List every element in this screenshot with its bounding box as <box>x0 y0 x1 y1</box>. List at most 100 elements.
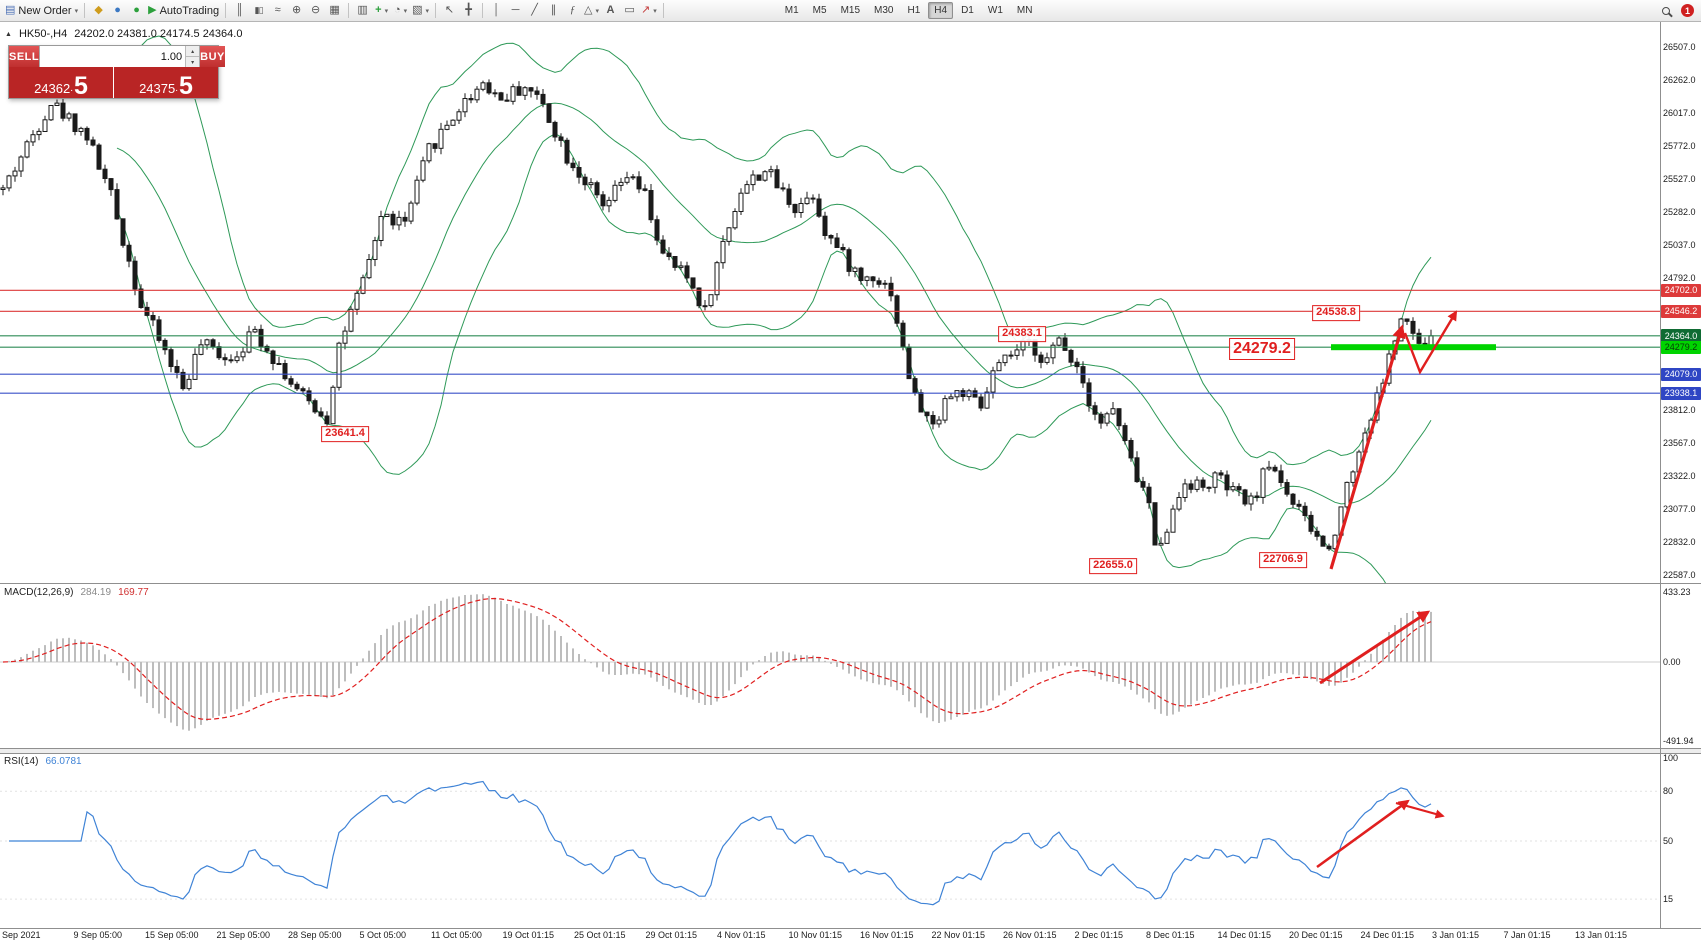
timeframe-h1[interactable]: H1 <box>907 5 921 16</box>
time-axis-label: 9 Sep 05:00 <box>73 930 123 940</box>
zoom-out-button[interactable]: ⊖ <box>306 2 325 20</box>
trendline-icon: ╱ <box>531 4 538 16</box>
timeframe-d1[interactable]: D1 <box>961 5 974 16</box>
price-axis-badge: 24702.0 <box>1661 283 1701 297</box>
price-label-annotation[interactable]: 22655.0 <box>1089 558 1137 574</box>
arrows-tool-button[interactable]: ↗ ▾ <box>639 2 659 20</box>
time-axis-label: 16 Nov 01:15 <box>860 930 914 940</box>
timeframe-h4[interactable]: H4 <box>928 2 954 19</box>
price-label-annotation[interactable]: 24279.2 <box>1229 338 1295 360</box>
rsi-indicator-label: RSI(14) 66.0781 <box>4 756 82 767</box>
new-order-button[interactable]: ▤ New Order ▾ <box>3 2 80 20</box>
ide-button[interactable]: ◆ <box>89 2 108 20</box>
price-label-annotation[interactable]: 24383.1 <box>998 326 1046 342</box>
time-axis-separator <box>0 928 1701 929</box>
horizontal-line-button[interactable]: ─ <box>506 2 525 20</box>
zoom-in-button[interactable]: ⊕ <box>287 2 306 20</box>
time-axis-label: 25 Oct 01:15 <box>574 930 626 940</box>
bar-chart-button[interactable]: ║ <box>230 2 249 20</box>
fibonacci-icon: ƒ <box>569 4 576 16</box>
timeframe-mn[interactable]: MN <box>1016 5 1033 16</box>
notification-badge[interactable]: 1 <box>1681 4 1694 17</box>
price-axis-label: 24792.0 <box>1663 273 1696 284</box>
collapse-icon[interactable]: ▲ <box>5 30 12 38</box>
sell-button[interactable]: SELL <box>9 46 40 67</box>
buy-price-main: 24375 <box>139 80 176 96</box>
rsi-axis-label: 80 <box>1663 786 1674 797</box>
cursor-button[interactable]: ↖ <box>440 2 459 20</box>
hammer-icon: ◆ <box>94 4 103 16</box>
line-chart-button[interactable]: ≈ <box>268 2 287 20</box>
macd-rsi-splitter[interactable] <box>0 748 1701 754</box>
time-axis-label: 20 Dec 01:15 <box>1289 930 1343 940</box>
arrow-tool-icon: ↗ <box>641 4 651 16</box>
price-axis-badge: 24279.2 <box>1661 340 1701 354</box>
toolbar-separator <box>662 3 664 18</box>
price-axis-label: 23567.0 <box>1663 438 1696 449</box>
shapes-button[interactable]: △ ▾ <box>582 2 601 20</box>
timeframe-m5[interactable]: M5 <box>812 5 827 16</box>
price-label-annotation[interactable]: 22706.9 <box>1259 552 1307 568</box>
community-button[interactable]: ● <box>108 2 127 20</box>
price-axis-badge: 24079.0 <box>1661 367 1701 381</box>
tile-windows-button[interactable]: ▦ <box>325 2 344 20</box>
volume-input[interactable] <box>40 46 186 67</box>
arrange-icon: ▥ <box>357 4 368 16</box>
rsi-name: RSI(14) <box>4 756 39 767</box>
chart-symbol-info: ▲ HK50-,H4 24202.0 24381.0 24174.5 24364… <box>5 28 242 40</box>
candle-chart-button[interactable]: ▮▯ <box>249 2 268 20</box>
search-button[interactable] <box>1656 2 1675 20</box>
buy-button[interactable]: BUY <box>200 46 225 67</box>
channel-button[interactable]: ∥ <box>544 2 563 20</box>
macd-value-main: 284.19 <box>80 587 112 598</box>
timeframe-m1[interactable]: M1 <box>784 5 799 16</box>
price-label-annotation[interactable]: 23641.4 <box>321 426 369 442</box>
text-tool-button[interactable]: A <box>601 2 620 20</box>
time-axis-label: 11 Oct 05:00 <box>431 930 482 940</box>
indicators-button[interactable]: + ▾ <box>372 2 391 20</box>
periods-button[interactable]: ◔ ▾ <box>391 2 410 20</box>
chevron-down-icon: ▾ <box>384 7 389 15</box>
volume-down-button[interactable]: ▾ <box>186 57 200 67</box>
price-label-annotation[interactable]: 24538.8 <box>1312 305 1360 321</box>
vertical-line-button[interactable]: │ <box>487 2 506 20</box>
timeframe-m30[interactable]: M30 <box>874 5 894 16</box>
horizontal-line-icon: ─ <box>511 4 520 16</box>
time-axis-label: 28 Sep 05:00 <box>288 930 342 940</box>
crosshair-button[interactable]: ╋ <box>459 2 478 20</box>
timeframe-w1[interactable]: W1 <box>987 5 1003 16</box>
trendline-button[interactable]: ╱ <box>525 2 544 20</box>
templates-button[interactable]: ▧ ▾ <box>410 2 431 20</box>
sell-price[interactable]: 24362. 5 <box>9 67 113 98</box>
autotrading-button[interactable]: ▶ AutoTrading <box>146 2 221 20</box>
fibonacci-button[interactable]: ƒ <box>563 2 582 20</box>
time-axis-label: 26 Nov 01:15 <box>1003 930 1057 940</box>
volume-up-button[interactable]: ▴ <box>186 46 200 57</box>
market-icon: ● <box>133 4 140 16</box>
price-axis-badge: 24546.2 <box>1661 304 1701 318</box>
candlestick-chart-icon: ▮▯ <box>254 5 264 15</box>
symbol-period-label: HK50-,H4 <box>18 28 68 40</box>
market-button[interactable]: ● <box>127 2 146 20</box>
chevron-down-icon: ▾ <box>425 7 430 15</box>
time-axis-label: 13 Jan 01:15 <box>1575 930 1628 940</box>
channel-icon: ∥ <box>550 4 557 16</box>
text-label-button[interactable]: ▭ <box>620 2 639 20</box>
main-macd-separator[interactable] <box>0 583 1701 584</box>
zoom-in-icon: ⊕ <box>292 4 302 16</box>
price-axis[interactable]: 26507.0 26262.0 26017.0 25772.0 25527.0 25282… <box>1661 0 1701 944</box>
timeframe-m15[interactable]: M15 <box>840 5 861 16</box>
auto-arrange-button[interactable]: ▥ <box>353 2 372 20</box>
toolbar-separator <box>84 3 86 18</box>
time-axis[interactable]: Sep 2021 9 Sep 05:00 15 Sep 05:00 21 Sep 05… <box>0 930 1660 944</box>
time-axis-label: 2 Dec 01:15 <box>1074 930 1124 940</box>
chevron-down-icon: ▾ <box>595 7 600 15</box>
price-axis-label: 22832.0 <box>1663 537 1696 548</box>
tile-windows-icon: ▦ <box>329 4 340 16</box>
sell-price-main: 24362 <box>34 80 71 96</box>
price-axis-label: 22587.0 <box>1663 570 1696 581</box>
time-axis-label: 22 Nov 01:15 <box>931 930 986 940</box>
buy-price[interactable]: 24375. 5 <box>114 67 218 98</box>
